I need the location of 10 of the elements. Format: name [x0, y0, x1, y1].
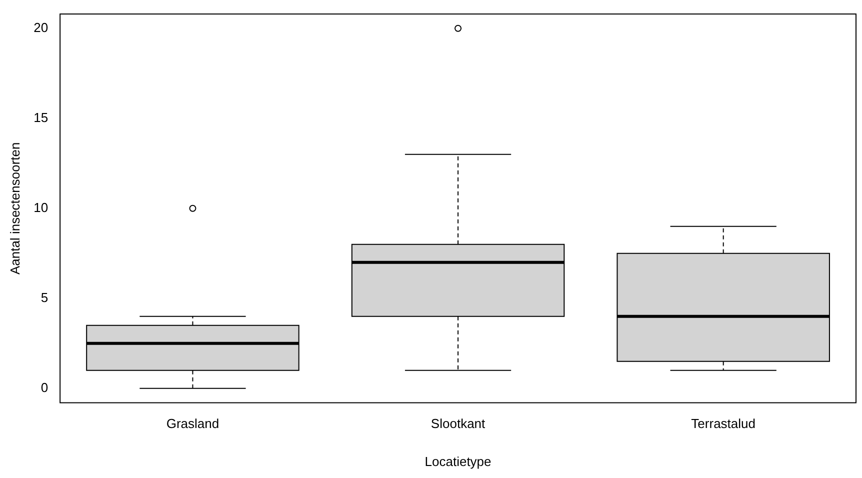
x-axis-title: Locatietype [424, 454, 492, 469]
y-tick-label: 15 [34, 110, 48, 125]
y-tick-label: 10 [34, 200, 48, 215]
y-tick-label: 20 [34, 20, 48, 35]
y-tick-label: 5 [40, 290, 48, 305]
x-tick-label: Slootkant [430, 416, 486, 432]
y-axis-title: Aantal insectensoorten [7, 142, 22, 275]
y-tick-label: 0 [40, 380, 48, 395]
x-tick-label: Grasland [166, 416, 220, 432]
x-tick-label: Terrastalud [691, 416, 756, 432]
